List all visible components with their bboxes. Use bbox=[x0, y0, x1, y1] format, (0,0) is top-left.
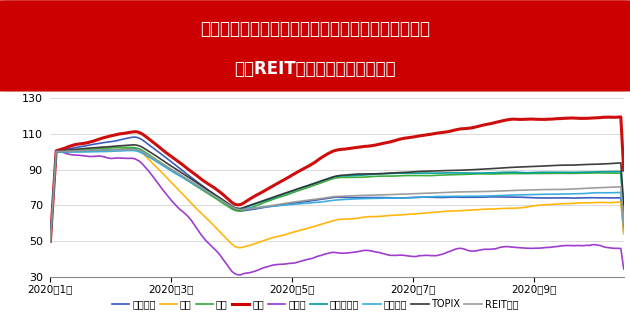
FancyBboxPatch shape bbox=[0, 1, 630, 91]
Text: 投資口価格は一時的に下落したものの、徐々に回復: 投資口価格は一時的に下落したものの、徐々に回復 bbox=[200, 20, 430, 38]
Text: 物流REITは相対的に堅調に推移: 物流REITは相対的に堅調に推移 bbox=[234, 60, 396, 78]
Legend: オフィス, 商業, 住宅, 物流, ホテル, ヘルスケア, 複合総合, TOPIX, REIT指数: オフィス, 商業, 住宅, 物流, ホテル, ヘルスケア, 複合総合, TOPI… bbox=[108, 295, 522, 313]
